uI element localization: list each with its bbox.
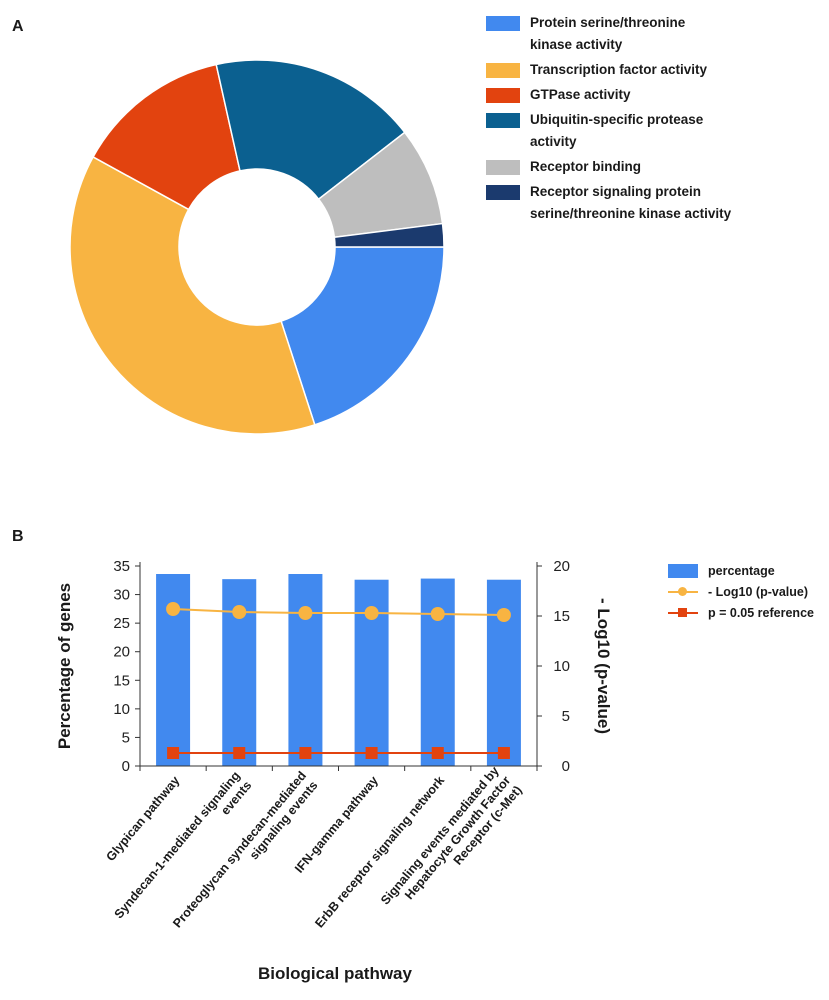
- reference-point: [497, 747, 510, 759]
- legend-item: - Log10 (p-value): [668, 581, 828, 602]
- y2-tick-label: 15: [553, 608, 570, 625]
- y-tick-label: 10: [113, 701, 130, 718]
- log-pvalue-point: [364, 606, 379, 620]
- y-axis-title: Percentage of genes: [55, 583, 74, 749]
- reference-point: [431, 747, 444, 759]
- donut-slice: [69, 155, 316, 435]
- legend-swatch: [486, 16, 520, 31]
- legend-swatch: [486, 160, 520, 175]
- y2-tick-label: 10: [553, 658, 570, 675]
- legend-label-line: GTPase activity: [530, 87, 631, 102]
- legend-label-line: Protein serine/threonine: [530, 15, 686, 30]
- bar-chart-legend: percentage - Log10 (p-value) p = 0.05 refe…: [668, 560, 828, 623]
- legend-label-line: Receptor signaling protein: [530, 184, 702, 199]
- legend-swatch: [486, 88, 520, 103]
- bar: [486, 579, 521, 766]
- legend-label-line: Receptor binding: [530, 159, 641, 174]
- log-pvalue-point: [232, 605, 247, 619]
- legend-marker: [668, 606, 698, 620]
- y-tick-label: 35: [113, 558, 130, 575]
- legend-label-line: Transcription factor activity: [530, 62, 708, 77]
- y2-axis-title: - Log10 (p-value): [594, 598, 613, 734]
- x-axis-title: Biological pathway: [258, 964, 413, 983]
- legend-label: p = 0.05 reference: [708, 605, 814, 620]
- bar-chart: 0 5 10 15 20 25 30 35 0 5 10 15 20 Percentage of gene…: [55, 558, 613, 983]
- legend-swatch: [486, 113, 520, 128]
- log-pvalue-point: [496, 608, 511, 622]
- legend-item: Receptor signaling protein serine/threoni…: [486, 183, 816, 225]
- legend-label: Ubiquitin-specific protease activity: [530, 109, 703, 153]
- y2-tick-label: 0: [562, 758, 570, 775]
- legend-item: Transcription factor activity: [486, 61, 816, 81]
- y-tick-label: 15: [113, 672, 130, 689]
- reference-point: [365, 747, 378, 759]
- donut-slice: [92, 63, 241, 211]
- y-tick-label: 0: [122, 758, 130, 775]
- legend-item: Protein serine/threonine kinase activity: [486, 14, 816, 56]
- bar: [288, 574, 323, 766]
- donut-legend: Protein serine/threonine kinase activity T…: [486, 14, 816, 230]
- legend-label: GTPase activity: [530, 84, 631, 106]
- bar: [420, 578, 455, 766]
- y2-tick-label: 5: [562, 708, 570, 725]
- legend-marker: [668, 585, 698, 599]
- legend-item: Ubiquitin-specific protease activity: [486, 111, 816, 153]
- y-tick-label: 30: [113, 587, 130, 604]
- donut-slice: [333, 222, 445, 248]
- legend-label: Receptor signaling protein serine/threoni…: [530, 181, 731, 225]
- legend-label-line: Ubiquitin-specific protease: [530, 112, 704, 127]
- x-tick-label-line: Syndecan-1-mediated signaling: [112, 769, 243, 922]
- legend-swatch: [486, 63, 520, 78]
- donut-slice: [215, 59, 406, 201]
- legend-item: percentage: [668, 560, 828, 581]
- log-pvalue-point: [298, 606, 313, 620]
- legend-label-line: kinase activity: [530, 37, 623, 52]
- legend-marker: [668, 563, 698, 578]
- reference-point: [167, 747, 180, 759]
- legend-label: - Log10 (p-value): [708, 584, 809, 599]
- legend-swatch: [486, 185, 520, 200]
- x-tick-label: Signaling events mediated byHepatocyte G…: [378, 764, 525, 927]
- legend-label: Protein serine/threonine kinase activity: [530, 12, 685, 56]
- legend-label-line: activity: [530, 134, 577, 149]
- reference-point: [233, 747, 246, 759]
- log-pvalue-line: [173, 608, 504, 616]
- legend-label-line: serine/threonine kinase activity: [530, 206, 732, 221]
- y-tick-label: 20: [113, 644, 130, 661]
- legend-label: percentage: [708, 563, 775, 578]
- donut-slice: [280, 246, 445, 426]
- donut-chart: [69, 59, 445, 435]
- legend-item: p = 0.05 reference: [668, 602, 828, 623]
- panel-b-label: B: [12, 528, 24, 545]
- panel-a-label: A: [12, 18, 24, 35]
- legend-item: Receptor binding: [486, 158, 816, 178]
- log-pvalue-point: [166, 602, 181, 616]
- legend-label: Transcription factor activity: [530, 59, 707, 81]
- y2-tick-label: 20: [553, 558, 570, 575]
- x-tick-label-line: Hepatocyte Growth Factor: [402, 773, 513, 902]
- log-pvalue-point: [430, 607, 445, 621]
- legend-label: Receptor binding: [530, 156, 641, 178]
- legend-item: GTPase activity: [486, 86, 816, 106]
- reference-point: [299, 747, 312, 759]
- y-tick-label: 25: [113, 615, 130, 632]
- y-tick-label: 5: [122, 729, 130, 746]
